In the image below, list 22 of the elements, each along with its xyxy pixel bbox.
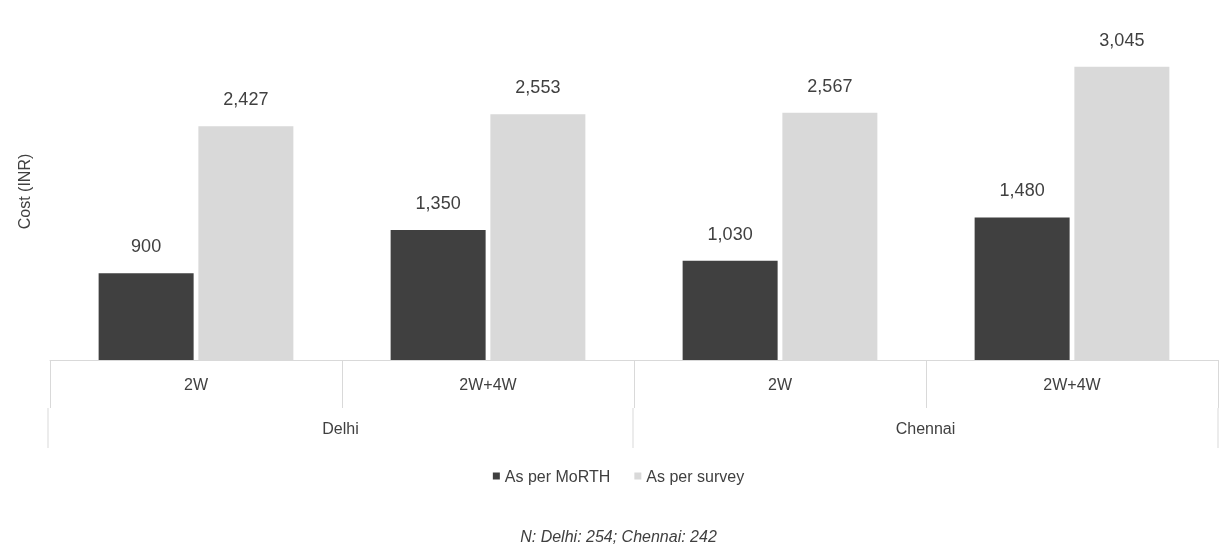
data-label: 1,350 bbox=[415, 193, 461, 214]
x-tick-label: 2W+4W bbox=[459, 375, 518, 393]
text: Chennai bbox=[895, 419, 956, 437]
bar bbox=[974, 217, 1070, 360]
bar bbox=[98, 273, 194, 360]
text: N: Delhi: 254; Chennai: 242 bbox=[520, 527, 717, 545]
legend-label: As per survey bbox=[646, 467, 745, 485]
bar bbox=[682, 260, 778, 360]
data-label: 1,030 bbox=[707, 223, 753, 244]
data-label: 1,480 bbox=[999, 180, 1045, 201]
data-label: 2,567 bbox=[807, 75, 853, 96]
text: Delhi bbox=[322, 419, 359, 437]
x-tick-label: 2W bbox=[768, 375, 793, 393]
x-tick-label: 2W+4W bbox=[1043, 375, 1102, 393]
legend-label: As per MoRTH bbox=[504, 467, 611, 485]
y-axis-title: Cost (INR) bbox=[15, 153, 33, 230]
x-tick-label: 2W bbox=[184, 375, 209, 393]
data-label: 2,553 bbox=[515, 77, 561, 98]
data-label: 900 bbox=[131, 236, 162, 257]
data-label: 2,427 bbox=[223, 89, 269, 110]
data-label: 3,045 bbox=[1099, 29, 1145, 50]
bar bbox=[390, 230, 486, 360]
